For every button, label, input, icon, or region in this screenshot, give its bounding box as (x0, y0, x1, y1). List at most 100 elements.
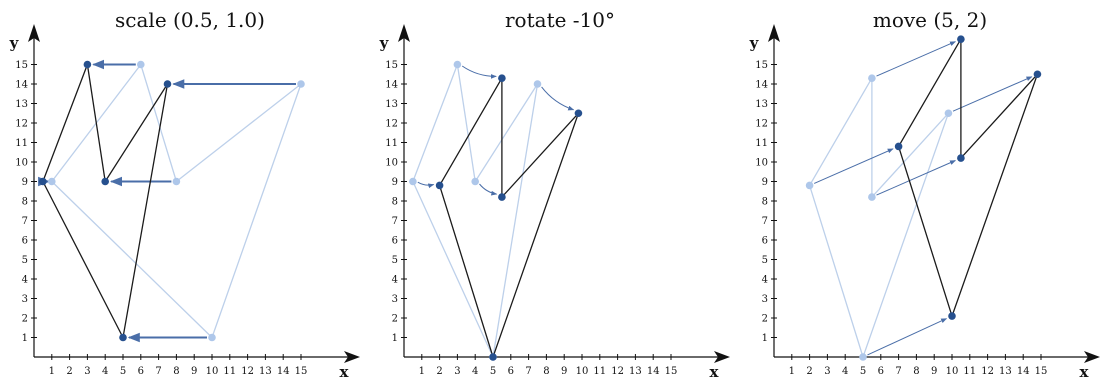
y-axis-arrowhead (28, 24, 40, 42)
x-tick-label: 8 (913, 366, 919, 377)
y-tick-label: 14 (385, 80, 398, 91)
x-tick-label: 2 (66, 366, 72, 377)
y-tick-label: 9 (392, 177, 398, 188)
transform-arrow (867, 318, 948, 356)
y-tick-label: 3 (22, 294, 28, 305)
y-tick-label: 7 (762, 216, 768, 227)
y-tick-label: 2 (762, 314, 768, 325)
x-tick-label: 5 (120, 366, 126, 377)
transformed-point (39, 177, 47, 186)
x-tick-label: 7 (525, 366, 531, 377)
y-tick-label: 5 (762, 255, 768, 266)
x-tick-label: 10 (206, 366, 219, 377)
original-point (208, 333, 216, 342)
transform-arrow (479, 183, 498, 196)
x-axis-arrowhead (344, 351, 360, 363)
y-tick-label: 6 (762, 236, 768, 247)
y-tick-label: 1 (392, 333, 398, 344)
x-tick-label: 7 (895, 366, 901, 377)
y-tick-label: 5 (392, 255, 398, 266)
transformed-point (101, 177, 109, 186)
x-tick-label: 14 (1017, 366, 1030, 377)
original-point (859, 353, 867, 361)
transformed-point (948, 312, 956, 320)
y-axis-arrowhead (398, 24, 410, 42)
x-tick-label: 11 (223, 366, 236, 377)
y-tick-label: 1 (762, 333, 768, 344)
transform-arrow (417, 181, 435, 189)
x-tick-label: 8 (173, 366, 179, 377)
panel-scale: scale (0.5, 1.0) xy1 2 3 4 5 6 7 8 9 10 11 12 13 14 15… (9, 8, 360, 381)
original-shape (808, 77, 950, 358)
panel-title: scale (0.5, 1.0) (115, 8, 265, 32)
x-tick-label: 8 (543, 366, 549, 377)
x-tick-label: 1 (789, 366, 795, 377)
y-tick-label: 3 (392, 294, 398, 305)
y-tick-label: 9 (762, 177, 768, 188)
y-axis-label: y (749, 34, 760, 52)
transformed-point (498, 74, 506, 82)
transformed-shape (42, 63, 169, 339)
y-tick-label: 12 (385, 119, 398, 130)
y-tick-label: 8 (22, 197, 28, 208)
x-tick-label: 11 (963, 366, 976, 377)
y-tick-label: 3 (762, 294, 768, 305)
x-tick-label: 15 (1035, 366, 1048, 377)
y-tick-label: 13 (755, 99, 768, 110)
y-tick-label: 13 (385, 99, 398, 110)
x-axis-label: x (1080, 363, 1090, 381)
original-point (805, 181, 814, 190)
y-tick-label: 10 (385, 158, 398, 169)
original-point (453, 60, 462, 69)
x-tick-label: 3 (84, 366, 90, 377)
x-tick-label: 6 (508, 366, 514, 377)
x-tick-label: 15 (295, 366, 308, 377)
y-tick-label: 7 (392, 216, 398, 227)
x-tick-label: 2 (806, 366, 812, 377)
x-tick-label: 13 (999, 366, 1012, 377)
x-tick-label: 13 (629, 366, 642, 377)
transformed-point (163, 80, 172, 88)
transform-arrow (952, 76, 1033, 112)
panel-rotate: rotate -10° xy1 2 3 4 5 6 7 8 9 10 11 12 13 14 1512345… (379, 8, 730, 381)
x-tick-label: 3 (824, 366, 830, 377)
transformed-shape (438, 77, 580, 358)
transform-arrow (461, 65, 497, 79)
x-tick-label: 15 (665, 366, 678, 377)
transformed-point (489, 353, 497, 361)
transformed-shape (897, 38, 1039, 317)
y-tick-label: 8 (762, 197, 768, 208)
x-tick-label: 13 (259, 366, 272, 377)
y-axis-arrowhead (768, 24, 780, 42)
x-tick-label: 14 (277, 366, 290, 377)
x-axis-label: x (340, 363, 350, 381)
transform-arrow (541, 86, 575, 111)
x-tick-label: 5 (860, 366, 866, 377)
y-tick-label: 1 (22, 333, 28, 344)
y-axis-label: y (9, 34, 20, 52)
transformed-point (83, 60, 92, 69)
original-point (533, 80, 542, 88)
y-tick-label: 13 (15, 99, 28, 110)
y-tick-label: 11 (15, 138, 28, 149)
panel-title: move (5, 2) (873, 8, 987, 32)
y-tick-label: 6 (392, 236, 398, 247)
y-tick-label: 14 (755, 80, 768, 91)
y-tick-label: 5 (22, 255, 28, 266)
x-tick-label: 14 (647, 366, 660, 377)
x-tick-label: 4 (842, 366, 848, 377)
x-tick-label: 9 (191, 366, 197, 377)
transform-arrow (876, 160, 956, 196)
x-axis-arrowhead (714, 351, 730, 363)
y-tick-label: 2 (22, 314, 28, 325)
original-point (944, 109, 953, 118)
transformed-point (1033, 70, 1042, 79)
y-tick-label: 9 (22, 177, 28, 188)
y-tick-label: 2 (392, 314, 398, 325)
y-tick-label: 12 (15, 119, 28, 130)
original-shape (412, 63, 539, 358)
transformed-point (957, 35, 965, 43)
x-tick-label: 9 (561, 366, 567, 377)
x-tick-label: 12 (611, 366, 624, 377)
